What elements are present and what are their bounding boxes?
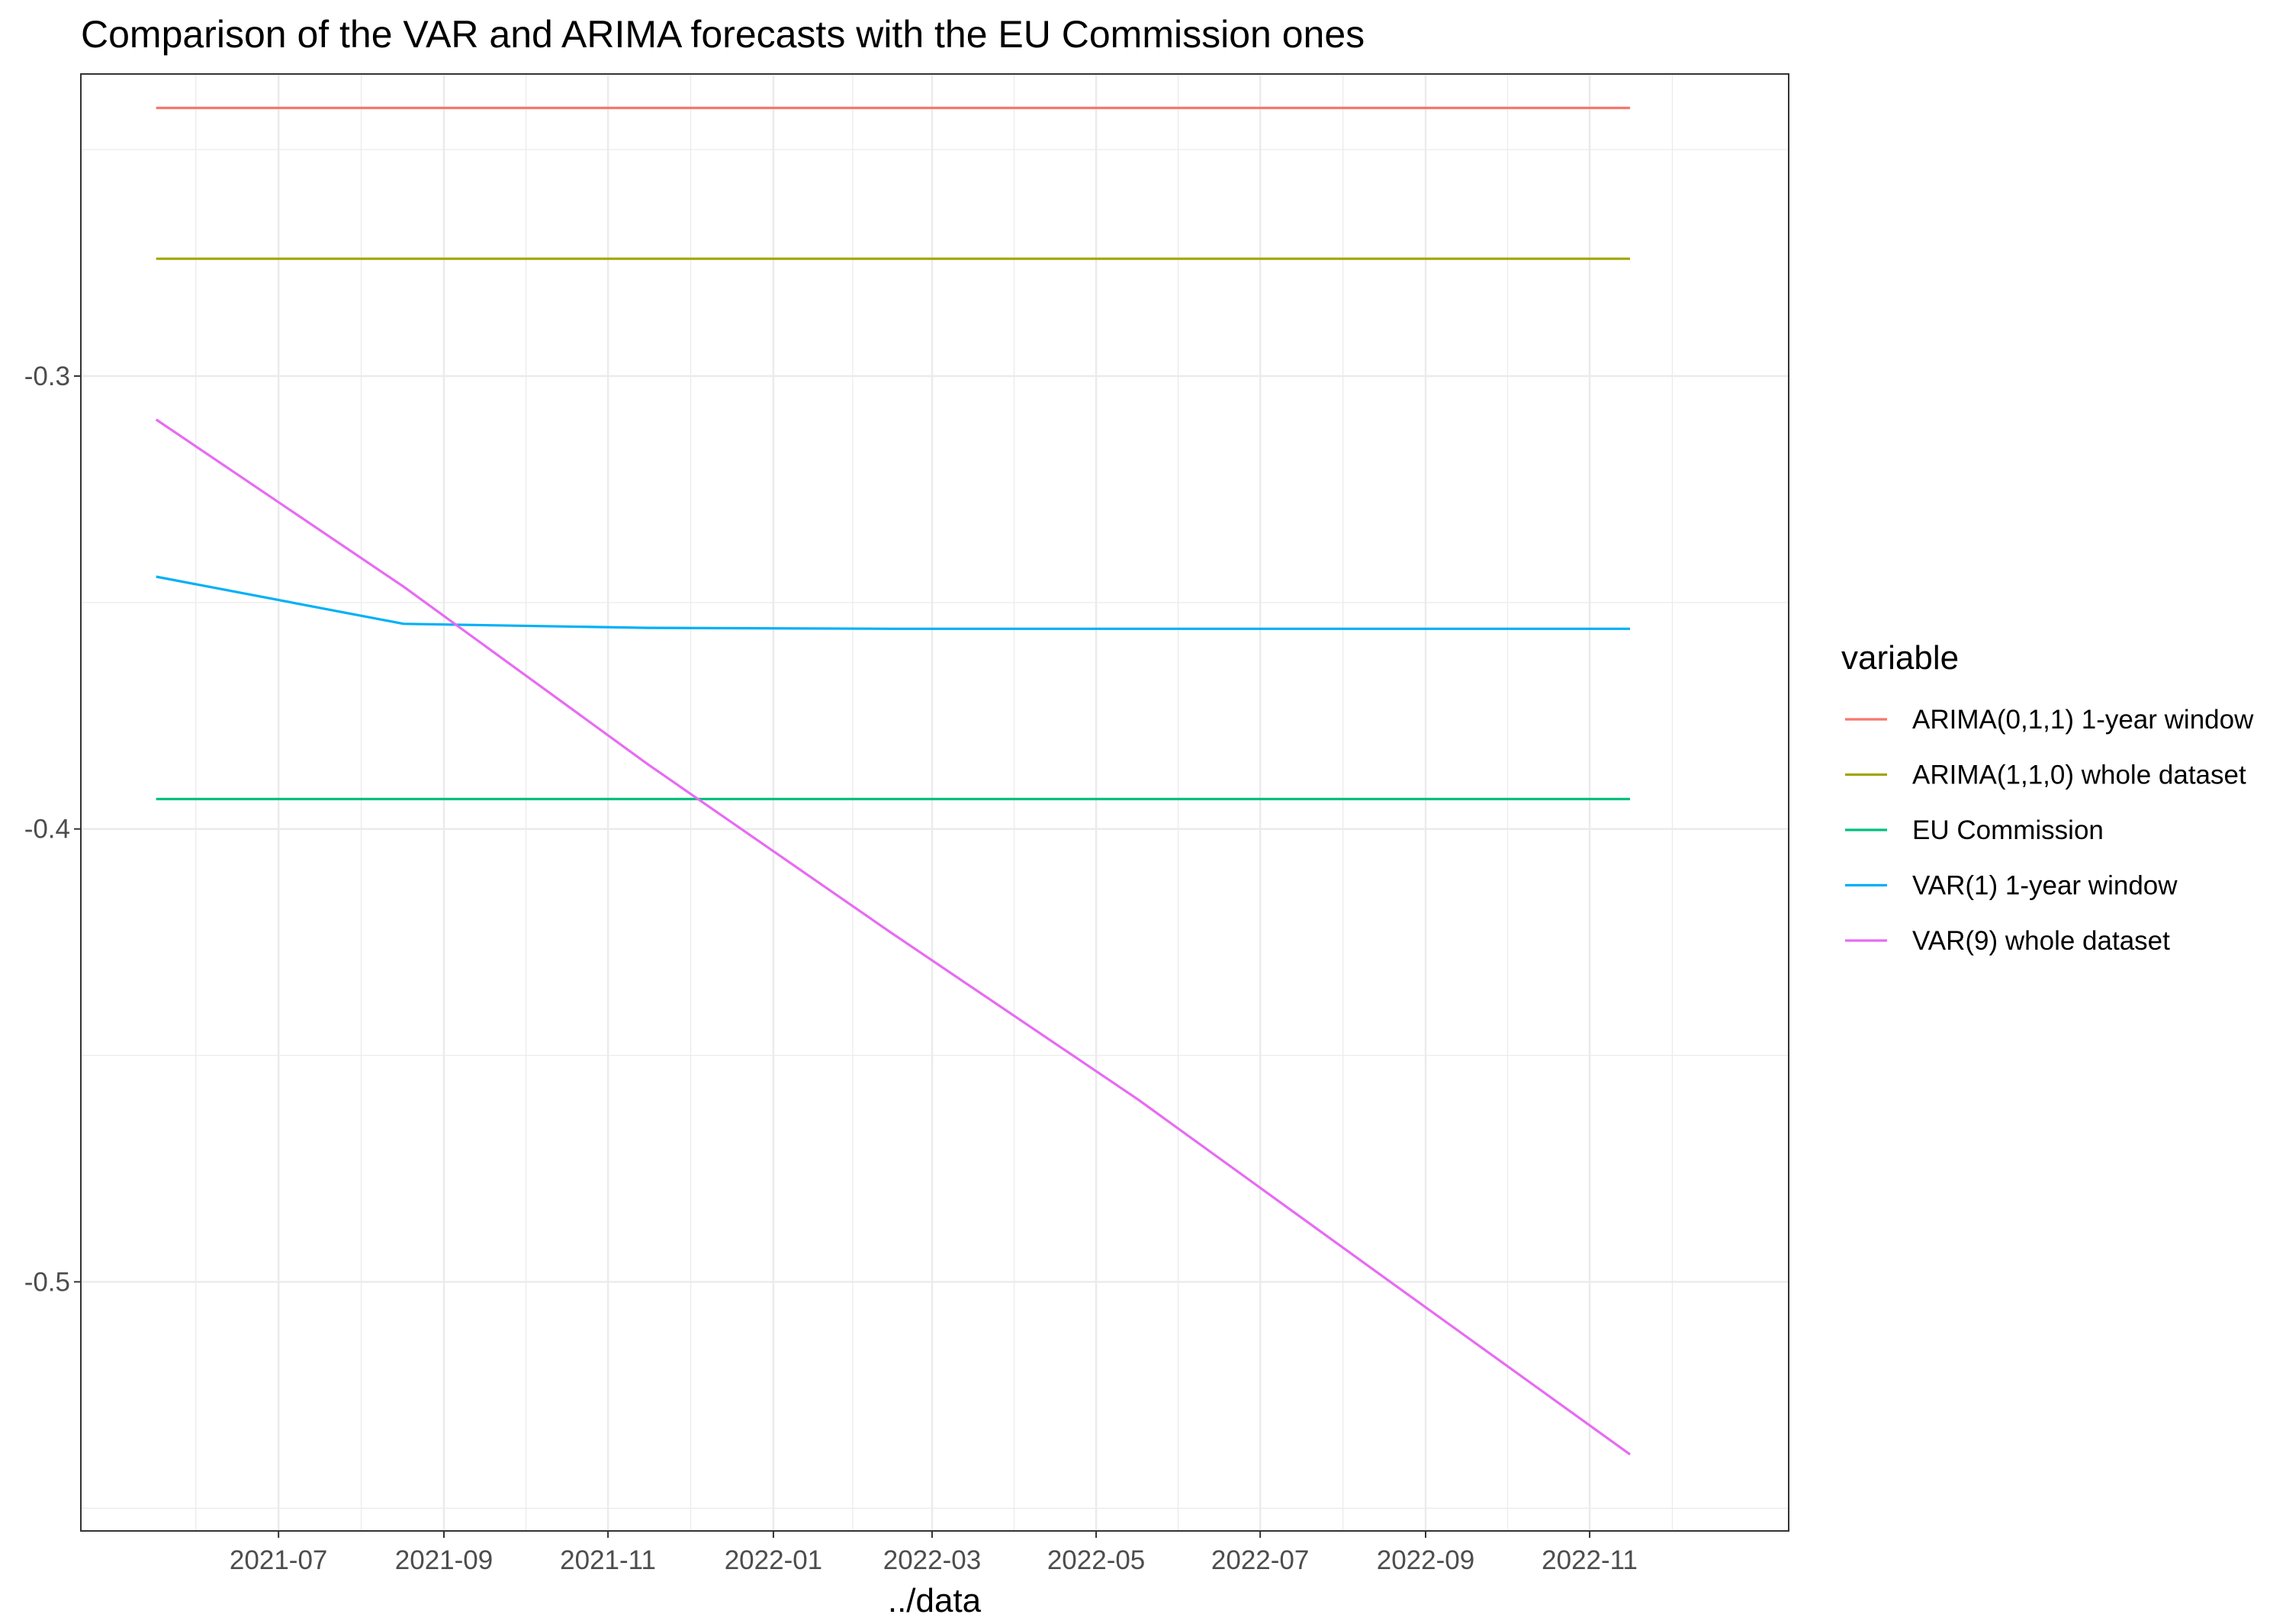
chart-title: Comparison of the VAR and ARIMA forecast…: [81, 13, 1365, 56]
series-line: [156, 575, 1630, 630]
major-grid: [81, 74, 1789, 1531]
x-axis: 2021-07 2021-09 2021-11 2022-01 2022-03 2022-…: [230, 1531, 1638, 1575]
y-tick-label: -0.5: [24, 1267, 70, 1297]
x-tick-label: 2022-11: [1542, 1545, 1638, 1575]
x-tick-label: 2022-03: [883, 1545, 981, 1575]
legend-title: variable: [1841, 639, 1959, 677]
y-axis: -0.3 -0.4 -0.5: [24, 362, 81, 1297]
y-tick-label: -0.4: [24, 815, 70, 844]
x-tick-label: 2021-09: [395, 1545, 493, 1575]
series-layer: [155, 106, 1631, 1455]
minor-grid: [81, 74, 1789, 1531]
legend-label: ARIMA(1,1,0) whole dataset: [1912, 761, 2246, 790]
legend: variable ARIMA(0,1,1) 1-year window ARIMA…: [1841, 639, 2254, 956]
x-tick-label: 2022-07: [1211, 1545, 1309, 1575]
x-tick-label: 2021-07: [230, 1545, 327, 1575]
y-tick-label: -0.3: [24, 362, 70, 391]
legend-label: VAR(9) whole dataset: [1912, 926, 2170, 956]
x-tick-label: 2022-01: [725, 1545, 822, 1575]
legend-label: ARIMA(0,1,1) 1-year window: [1912, 705, 2254, 735]
legend-label: VAR(1) 1-year window: [1912, 871, 2178, 901]
legend-label: EU Commission: [1912, 815, 2104, 845]
x-tick-label: 2022-05: [1047, 1545, 1145, 1575]
x-axis-title: ../data: [888, 1582, 982, 1619]
plot-panel-border: [80, 73, 1789, 1532]
x-tick-label: 2022-09: [1377, 1545, 1474, 1575]
x-tick-label: 2021-11: [560, 1545, 656, 1575]
series-line: [155, 418, 1631, 1455]
